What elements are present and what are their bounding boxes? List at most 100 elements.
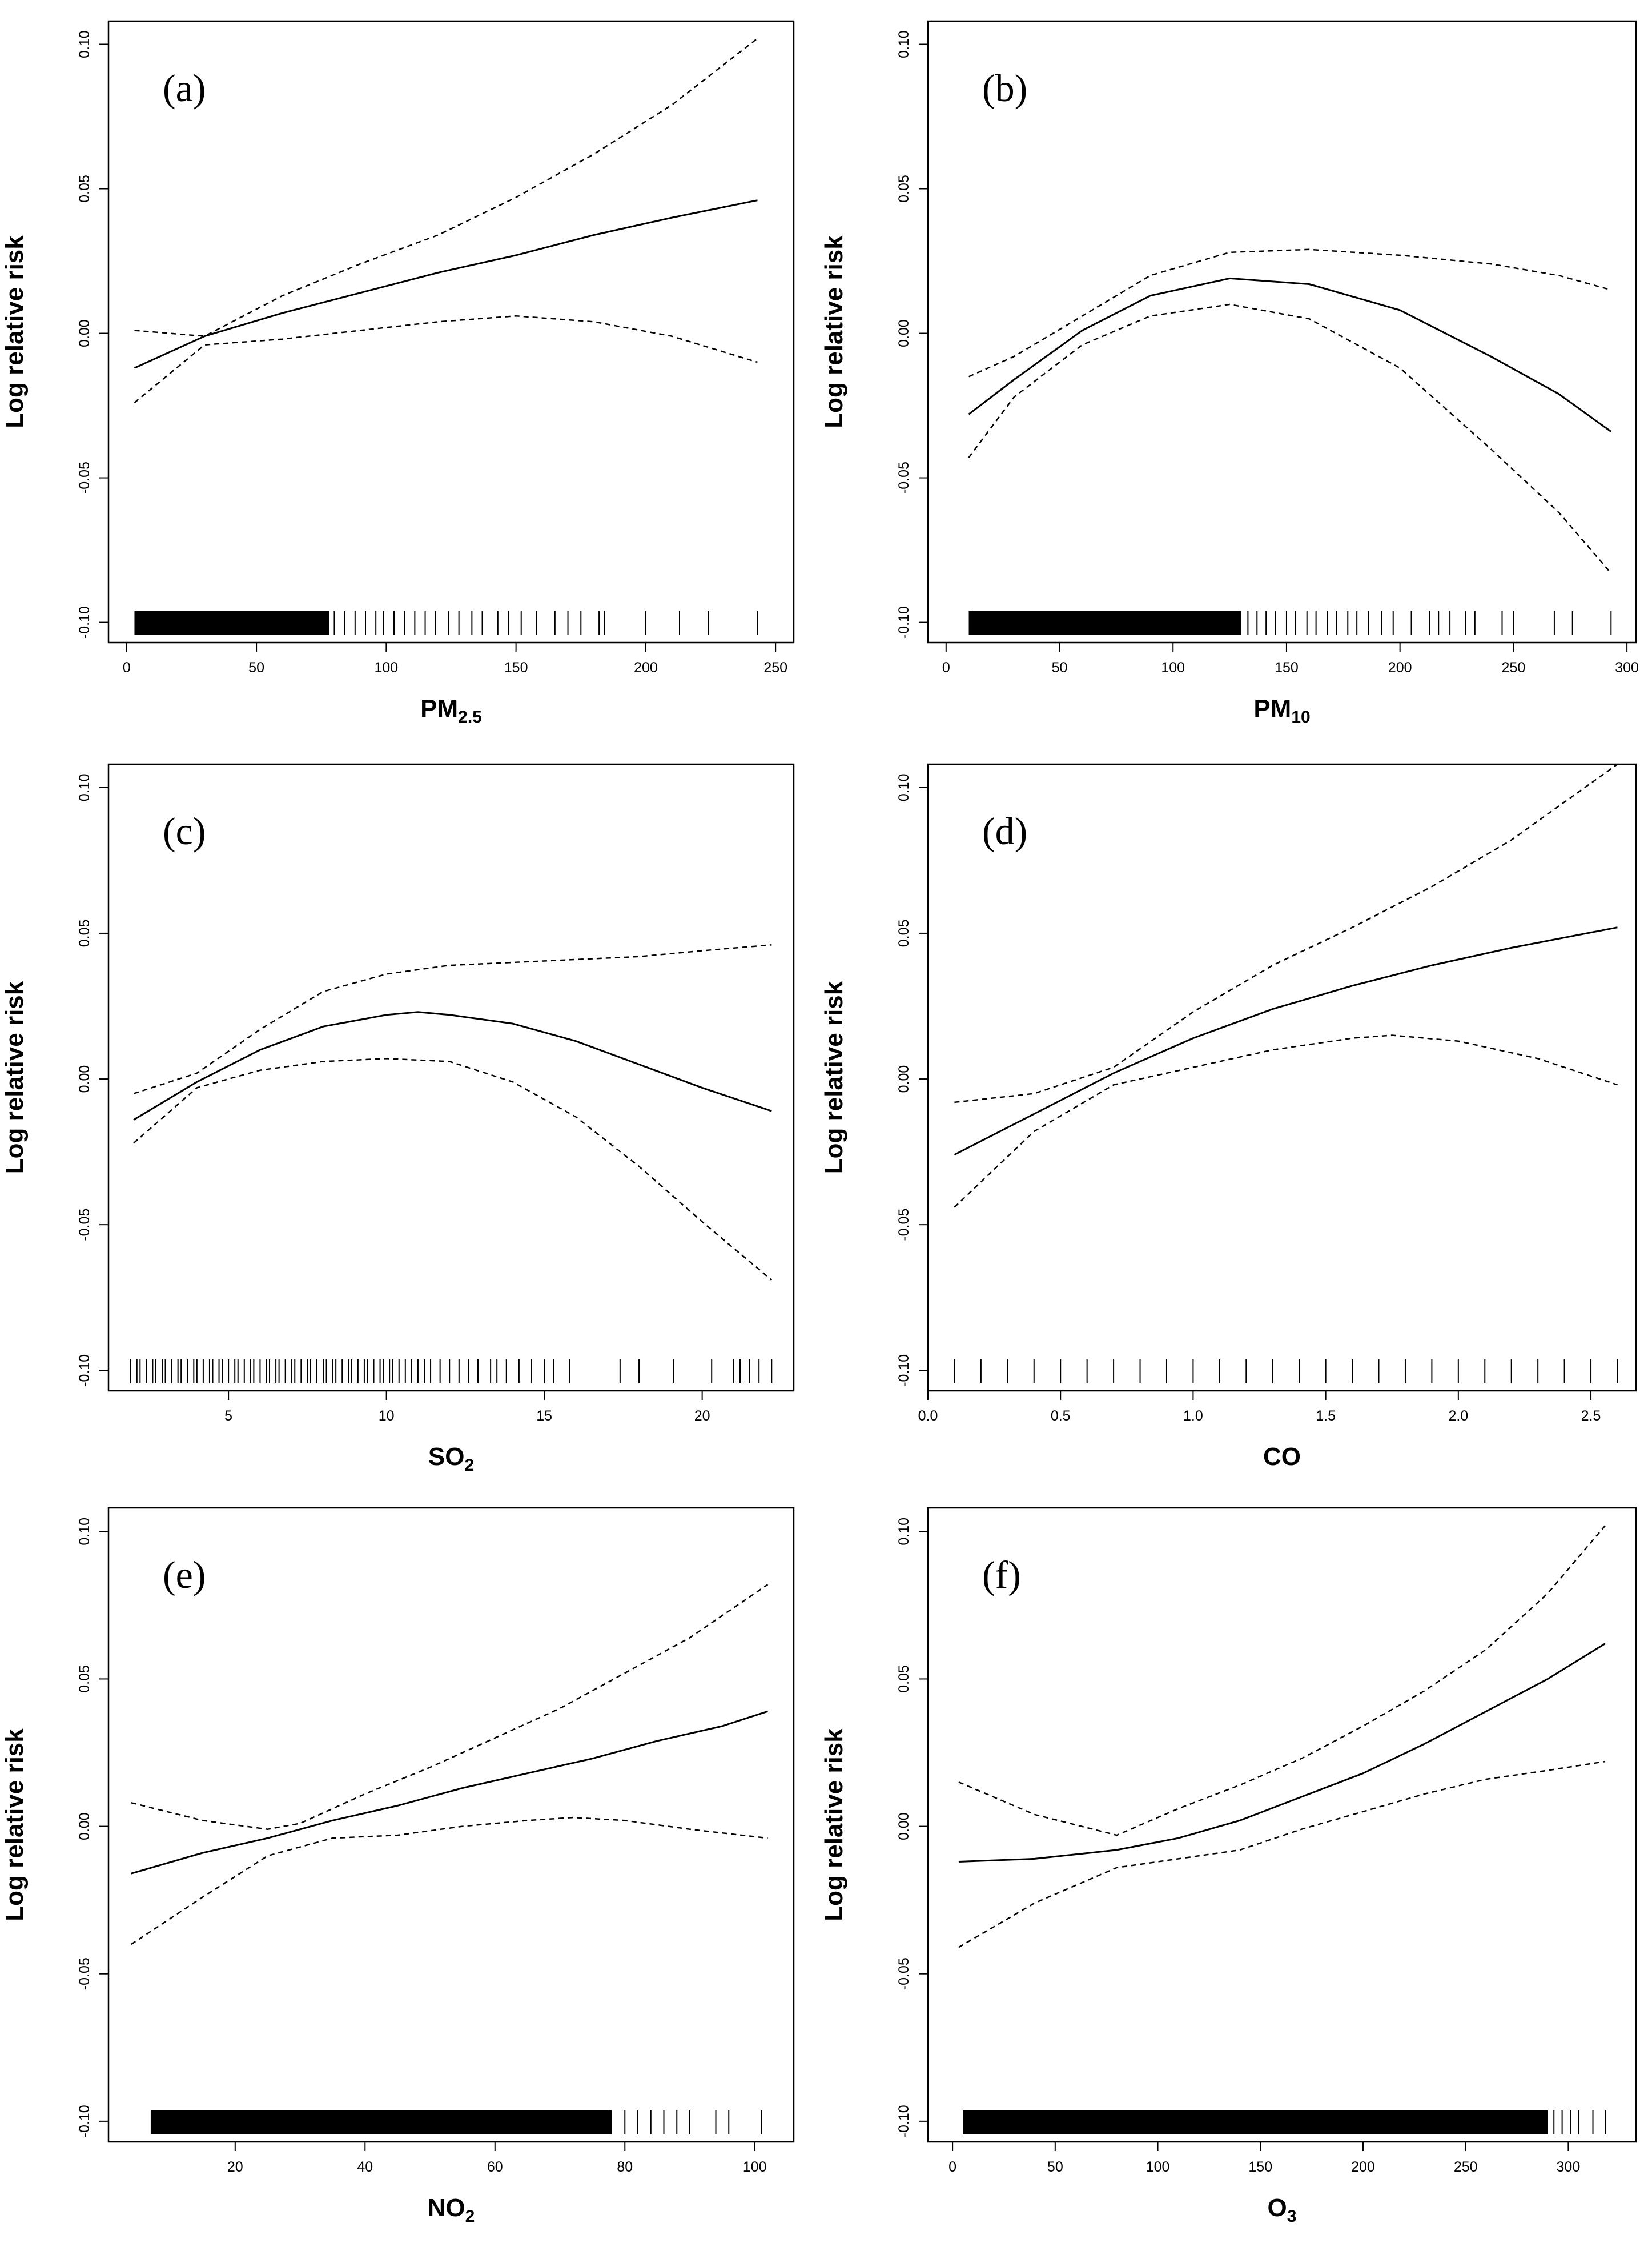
y-tick-label-a: -0.05	[77, 462, 93, 494]
x-tick-label-d: 2.5	[1581, 1408, 1601, 1424]
x-tick-label-b: 200	[1388, 660, 1412, 676]
y-tick-label-b: 0.10	[896, 30, 912, 58]
x-axis-title-sub-c: 2	[464, 1456, 474, 1475]
y-tick-label-c: 0.10	[77, 773, 93, 801]
y-tick-label-d: -0.05	[896, 1209, 912, 1241]
upper-ci-line-a	[134, 38, 758, 337]
x-axis-title-main-a: PM	[420, 695, 458, 723]
estimate-line-c	[133, 1011, 772, 1121]
plot-frame-e	[107, 1507, 795, 2143]
plot-frame-d	[927, 763, 1637, 1392]
x-axis-title-f: O3	[1268, 2194, 1297, 2226]
x-tick-label-b: 300	[1615, 660, 1639, 676]
y-axis-title-b: Log relative risk	[820, 235, 848, 428]
x-tick-label-d: 1.5	[1316, 1408, 1336, 1424]
panel-e: 20 40 60 80 100 -0.10 -0.05 0.00 0.05 0.10 Log rel…	[1, 1507, 795, 2226]
panel-a: 0 50 100 150 200 250 -0.10 -0.05 0.00 0.05 0.10 Log…	[1, 20, 795, 727]
x-tick-label-f: 150	[1248, 2159, 1272, 2175]
y-tick-label-b: 0.05	[896, 175, 912, 203]
rug-dense-b	[968, 611, 1241, 635]
x-axis-title-main-b: PM	[1253, 695, 1291, 723]
x-tick-label-b: 100	[1161, 660, 1185, 676]
y-tick-label-b: -0.10	[896, 606, 912, 639]
x-tick-label-f: 200	[1351, 2159, 1375, 2175]
panel-label-a: (a)	[163, 66, 206, 110]
y-tick-label-e: 0.05	[77, 1665, 93, 1693]
upper-ci-line-e	[131, 1584, 769, 1830]
lower-ci-line-e	[131, 1816, 768, 1945]
panel-c: 5 10 15 20 -0.10 -0.05 0.00 0.05 0.10 Log relativ…	[1, 763, 795, 1475]
x-tick-label-a: 200	[634, 660, 658, 676]
estimate-line-b	[968, 277, 1612, 432]
panel-label-b: (b)	[982, 66, 1027, 110]
x-tick-label-c: 20	[694, 1408, 710, 1424]
y-tick-label-d: 0.05	[896, 920, 912, 948]
x-tick-label-c: 15	[536, 1408, 552, 1424]
y-tick-label-e: -0.05	[77, 1957, 93, 1990]
plot-frame-b	[927, 20, 1637, 644]
lower-ci-line-c	[133, 1058, 773, 1281]
x-tick-label-d: 0.5	[1051, 1408, 1071, 1424]
y-tick-label-a: -0.10	[77, 606, 93, 639]
panel-b: 0 50 100 150 200 250 300 -0.10 -0.05 0.00 0.05 0.10…	[820, 20, 1639, 727]
x-axis-title-main-d: CO	[1263, 1443, 1301, 1471]
x-tick-label-c: 10	[379, 1408, 395, 1424]
x-axis-title-c: SO2	[428, 1443, 474, 1475]
y-tick-label-d: 0.00	[896, 1065, 912, 1093]
y-tick-label-d: -0.10	[896, 1354, 912, 1387]
panel-label-c: (c)	[163, 809, 206, 853]
y-axis-title-d: Log relative risk	[820, 981, 848, 1174]
x-axis-title-d: CO	[1263, 1443, 1301, 1471]
lower-ci-line-f	[958, 1760, 1606, 1948]
y-tick-label-f: -0.10	[896, 2105, 912, 2137]
y-tick-label-e: 0.00	[77, 1812, 93, 1840]
x-axis-title-main-c: SO	[428, 1443, 465, 1471]
x-axis-title-main-f: O	[1268, 2194, 1287, 2222]
x-axis-title-main-e: NO	[428, 2194, 465, 2222]
estimate-line-e	[131, 1710, 768, 1875]
y-tick-label-f: 0.05	[896, 1665, 912, 1693]
rug-dense-e	[150, 2110, 612, 2134]
y-axis-title-c: Log relative risk	[1, 981, 29, 1174]
y-tick-label-f: 0.00	[896, 1812, 912, 1840]
y-tick-label-d: 0.10	[896, 773, 912, 801]
panel-d: 0.0 0.5 1.0 1.5 2.0 2.5 -0.10 -0.05 0.00 0.05 0.10…	[820, 763, 1637, 1471]
x-tick-label-a: 100	[375, 660, 399, 676]
x-axis-title-a: PM2.5	[420, 695, 482, 727]
x-tick-label-e: 100	[743, 2159, 767, 2175]
x-tick-label-b: 150	[1275, 660, 1299, 676]
x-tick-label-e: 80	[617, 2159, 633, 2175]
x-tick-label-d: 1.0	[1183, 1408, 1203, 1424]
x-tick-label-e: 60	[487, 2159, 503, 2175]
y-tick-label-b: -0.05	[896, 462, 912, 494]
panel-label-d: (d)	[982, 809, 1027, 853]
x-tick-label-f: 50	[1047, 2159, 1063, 2175]
upper-ci-line-c	[133, 944, 772, 1094]
x-axis-title-sub-f: 3	[1287, 2207, 1297, 2226]
plot-frame-c	[107, 763, 795, 1392]
y-tick-label-c: -0.05	[77, 1209, 93, 1241]
rug-dense-f	[963, 2110, 1548, 2134]
estimate-line-a	[134, 199, 758, 369]
lower-ci-line-a	[134, 315, 758, 403]
x-tick-label-b: 250	[1502, 660, 1526, 676]
x-tick-label-f: 100	[1146, 2159, 1170, 2175]
x-axis-title-sub-a: 2.5	[458, 708, 482, 727]
estimate-line-d	[954, 926, 1618, 1156]
x-tick-label-f: 250	[1454, 2159, 1478, 2175]
x-axis-title-sub-e: 2	[465, 2207, 475, 2226]
y-tick-label-c: 0.00	[77, 1065, 93, 1093]
upper-ci-line-b	[968, 248, 1611, 378]
y-tick-label-f: -0.05	[896, 1957, 912, 1990]
plot-frame-f	[927, 1507, 1637, 2143]
lower-ci-line-b	[968, 303, 1612, 574]
y-tick-label-a: 0.05	[77, 175, 93, 203]
y-tick-label-e: 0.10	[77, 1518, 93, 1546]
y-tick-label-c: 0.05	[77, 920, 93, 948]
x-tick-label-e: 20	[227, 2159, 243, 2175]
upper-ci-line-d	[954, 763, 1618, 1104]
x-tick-label-b: 50	[1052, 660, 1068, 676]
x-tick-label-f: 300	[1557, 2159, 1581, 2175]
panel-label-e: (e)	[163, 1553, 206, 1596]
